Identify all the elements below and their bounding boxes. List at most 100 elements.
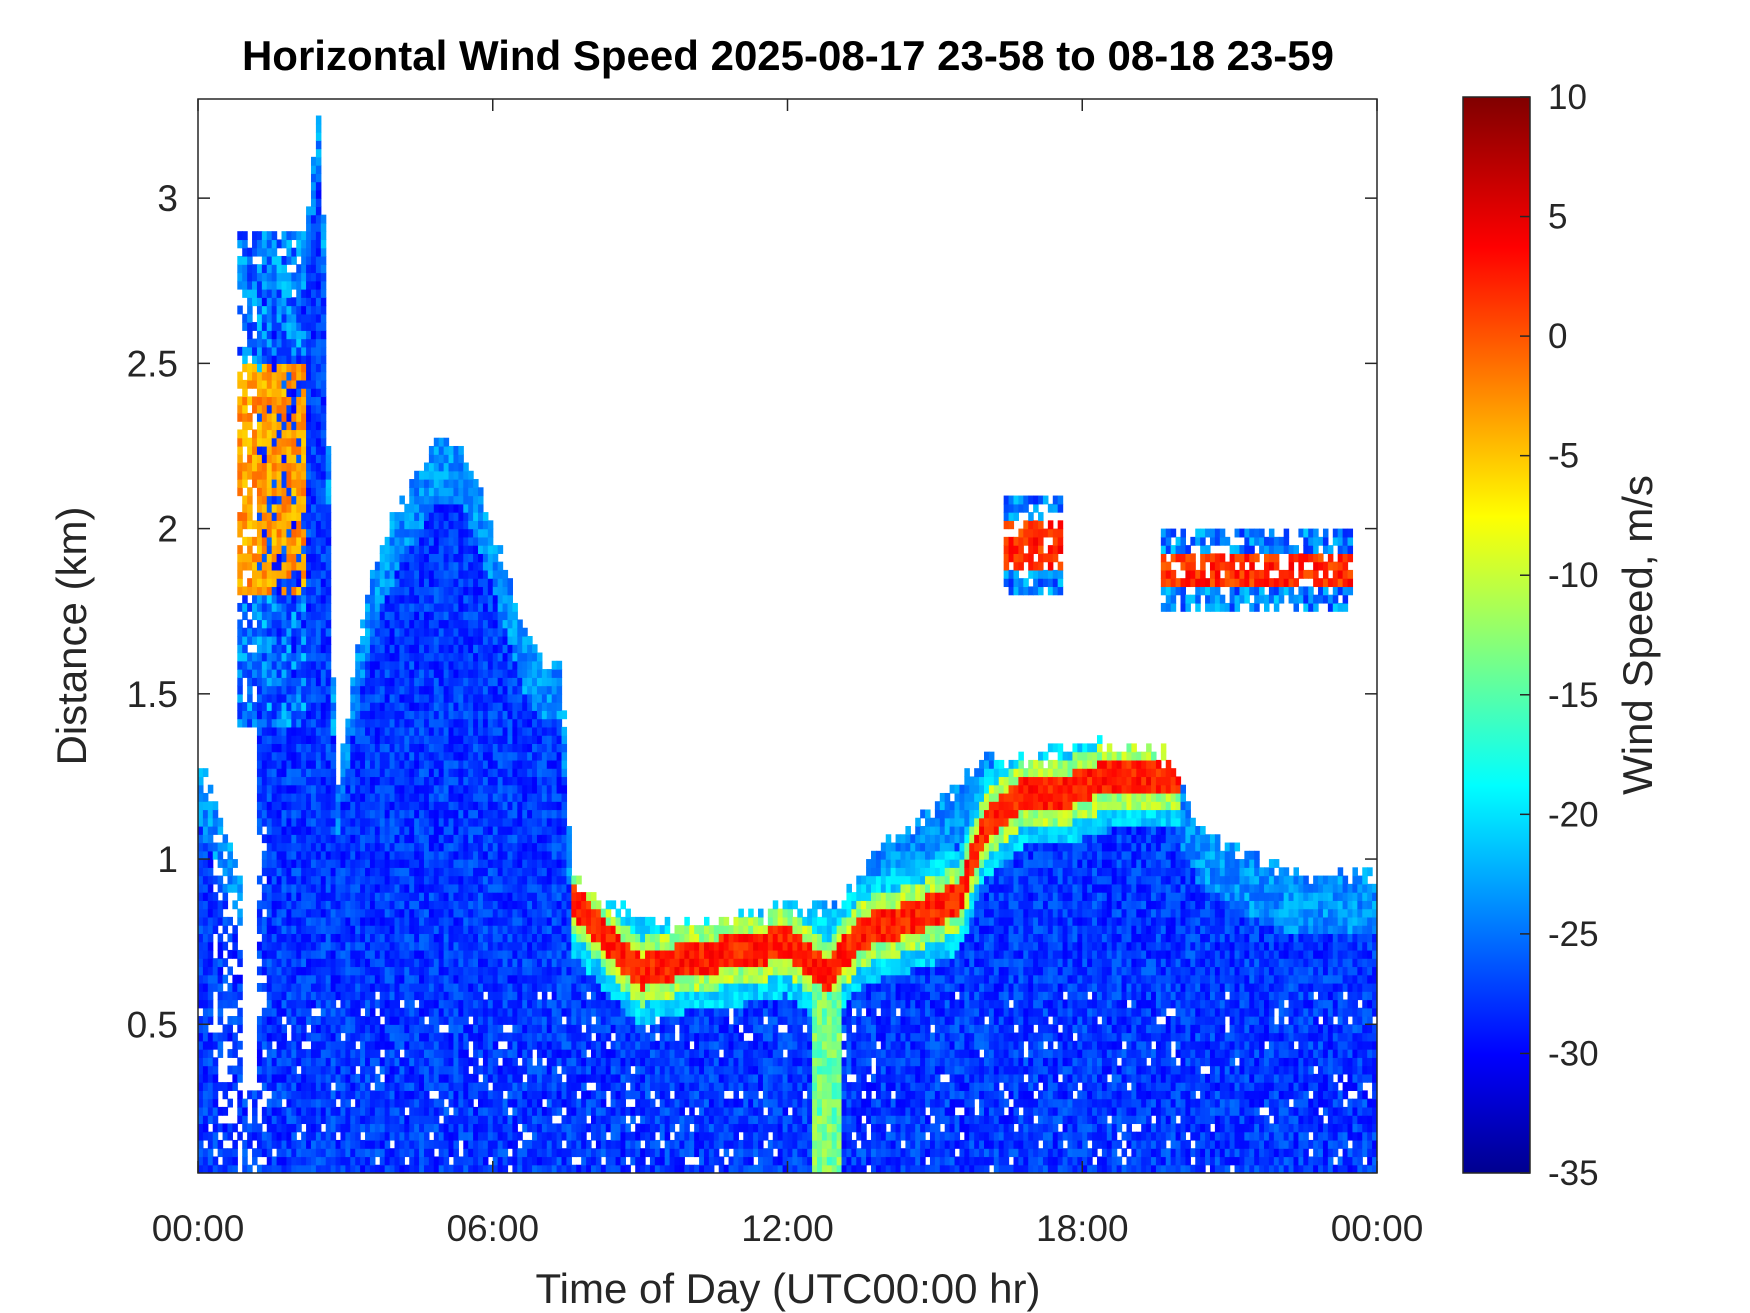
heatmap-cell [502,759,509,769]
heatmap-cell [350,1090,356,1100]
heatmap-cell [374,892,381,901]
heatmap-cell [306,305,312,315]
heatmap-cell [419,1090,425,1100]
heatmap-cell [453,627,459,637]
heatmap-cell [374,735,381,744]
heatmap-cell [399,1098,405,1108]
heatmap-cell [266,817,273,827]
heatmap-cell [330,933,337,943]
heatmap-cell [256,1040,263,1050]
heatmap-cell [325,619,332,629]
heatmap-cell [394,999,401,1009]
heatmap-cell [198,916,204,926]
heatmap-cell [473,512,479,521]
heatmap-cell [473,809,479,819]
heatmap-cell [458,883,464,893]
heatmap-cell [306,966,312,976]
heatmap-cell [423,512,430,521]
heatmap-cell [487,735,494,744]
heatmap-cell [320,1024,327,1034]
heatmap-cell [374,1032,381,1042]
heatmap-cell [379,933,386,943]
heatmap-cell [443,685,450,695]
heatmap-cell [266,594,273,604]
heatmap-cell [468,1123,474,1133]
heatmap-cell [463,1148,469,1158]
heatmap-cell [492,999,499,1009]
heatmap-cell [217,1082,224,1091]
heatmap-cell [315,231,322,241]
heatmap-cell [502,1164,509,1173]
heatmap-cell [291,429,297,439]
heatmap-cell [281,545,288,554]
heatmap-cell [482,545,489,554]
heatmap-cell [227,999,233,1009]
heatmap-cell [261,743,268,753]
heatmap-cell [473,652,479,662]
heatmap-cell [256,792,263,802]
heatmap-cell [463,528,469,538]
heatmap-cell [458,520,464,530]
heatmap-cell [384,1040,391,1050]
heatmap-cell [433,768,440,778]
heatmap-cell [497,792,504,802]
heatmap-cell [453,454,459,464]
heatmap-cell [261,322,268,331]
heatmap-cell [423,1024,430,1034]
heatmap-cell [369,1148,376,1158]
heatmap-cell [222,867,229,877]
heatmap-cell [409,925,415,935]
heatmap-cell [497,1131,504,1141]
heatmap-cell [414,512,420,521]
heatmap-cell [310,768,317,778]
heatmap-cell [453,536,459,546]
heatmap-cell [423,801,430,811]
heatmap-cell [478,1007,484,1017]
heatmap-cell [286,834,292,844]
heatmap-cell [350,1049,356,1058]
heatmap-cell [468,958,474,968]
heatmap-cell [237,454,243,464]
heatmap-cell [438,776,445,786]
heatmap-cell [355,1024,361,1034]
heatmap-cell [232,1065,238,1075]
heatmap-cell [438,1057,445,1067]
heatmap-cell [458,528,464,538]
heatmap-cell [478,784,484,794]
heatmap-cell [237,991,243,1001]
heatmap-cell [310,189,317,199]
heatmap-cell [423,602,430,612]
heatmap-cell [207,1148,214,1158]
heatmap-cell [433,916,440,926]
heatmap-cell [261,644,268,654]
heatmap-cell [384,644,391,654]
heatmap-cell [389,627,396,637]
heatmap-cell [438,569,445,579]
heatmap-cell [261,982,268,992]
heatmap-cell [453,652,459,662]
heatmap-cell [404,1007,410,1017]
heatmap-cell [404,966,410,976]
heatmap-cell [369,1065,376,1075]
heatmap-cell [482,586,489,596]
heatmap-cell [453,900,459,910]
heatmap-cell [443,966,450,976]
heatmap-cell [438,710,445,720]
heatmap-cell [286,982,292,992]
heatmap-cell [301,611,307,621]
heatmap-cell [286,1065,292,1075]
heatmap-cell [443,1090,450,1100]
heatmap-cell [247,660,253,670]
heatmap-cell [453,941,459,951]
heatmap-cell [463,1156,469,1166]
heatmap-cell [276,759,283,769]
heatmap-cell [320,784,327,794]
heatmap-cell [310,445,317,455]
heatmap-cell [256,627,263,637]
heatmap-cell [296,272,302,282]
heatmap-cell [281,421,288,431]
heatmap-cell [482,1007,489,1017]
heatmap-cell [360,949,366,959]
heatmap-cell [286,1164,292,1173]
heatmap-cell [330,809,337,819]
